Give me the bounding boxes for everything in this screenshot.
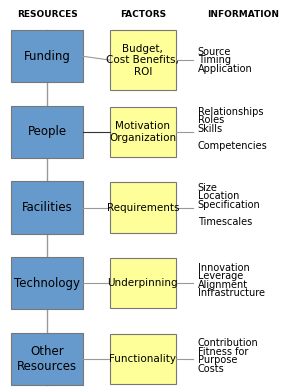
Text: Competencies: Competencies <box>198 141 267 151</box>
Text: INFORMATION: INFORMATION <box>207 10 279 19</box>
Text: Leverage: Leverage <box>198 271 243 281</box>
Text: Alignment: Alignment <box>198 280 248 290</box>
Text: Other
Resources: Other Resources <box>17 345 77 373</box>
Text: FACTORS: FACTORS <box>120 10 166 19</box>
Text: Innovation: Innovation <box>198 263 249 273</box>
Bar <box>12 257 83 310</box>
Text: Underpinning: Underpinning <box>108 278 178 288</box>
Bar <box>110 30 176 90</box>
Text: Funding: Funding <box>24 50 71 63</box>
Bar <box>110 182 176 233</box>
Text: Location: Location <box>198 191 239 201</box>
Text: Budget,
Cost Benefits,
ROI: Budget, Cost Benefits, ROI <box>106 43 179 77</box>
Text: Infrastructure: Infrastructure <box>198 288 264 298</box>
Text: RESOURCES: RESOURCES <box>17 10 78 19</box>
Text: Specification: Specification <box>198 200 260 210</box>
Bar <box>12 182 83 234</box>
Text: Fitness for: Fitness for <box>198 347 248 357</box>
Text: Source: Source <box>198 47 231 57</box>
Bar <box>12 333 83 385</box>
Bar <box>12 106 83 158</box>
Bar <box>110 258 176 308</box>
Text: Contribution: Contribution <box>198 338 258 348</box>
Text: Size: Size <box>198 183 217 193</box>
Bar <box>110 334 176 384</box>
Text: Skills: Skills <box>198 124 223 134</box>
Text: People: People <box>28 125 67 139</box>
Text: Functionality: Functionality <box>109 354 176 364</box>
Text: Purpose: Purpose <box>198 355 237 365</box>
Text: Relationships: Relationships <box>198 107 263 117</box>
Text: Motivation
Organization: Motivation Organization <box>109 121 176 143</box>
Text: Timescales: Timescales <box>198 217 252 227</box>
Text: Costs: Costs <box>198 364 224 374</box>
Bar <box>110 107 176 157</box>
Text: Roles: Roles <box>198 115 224 125</box>
Bar <box>12 30 83 83</box>
Text: Timing: Timing <box>198 55 231 65</box>
Text: Technology: Technology <box>14 277 80 290</box>
Text: Requirements: Requirements <box>107 203 179 213</box>
Text: Application: Application <box>198 64 252 74</box>
Text: Facilities: Facilities <box>22 201 72 214</box>
